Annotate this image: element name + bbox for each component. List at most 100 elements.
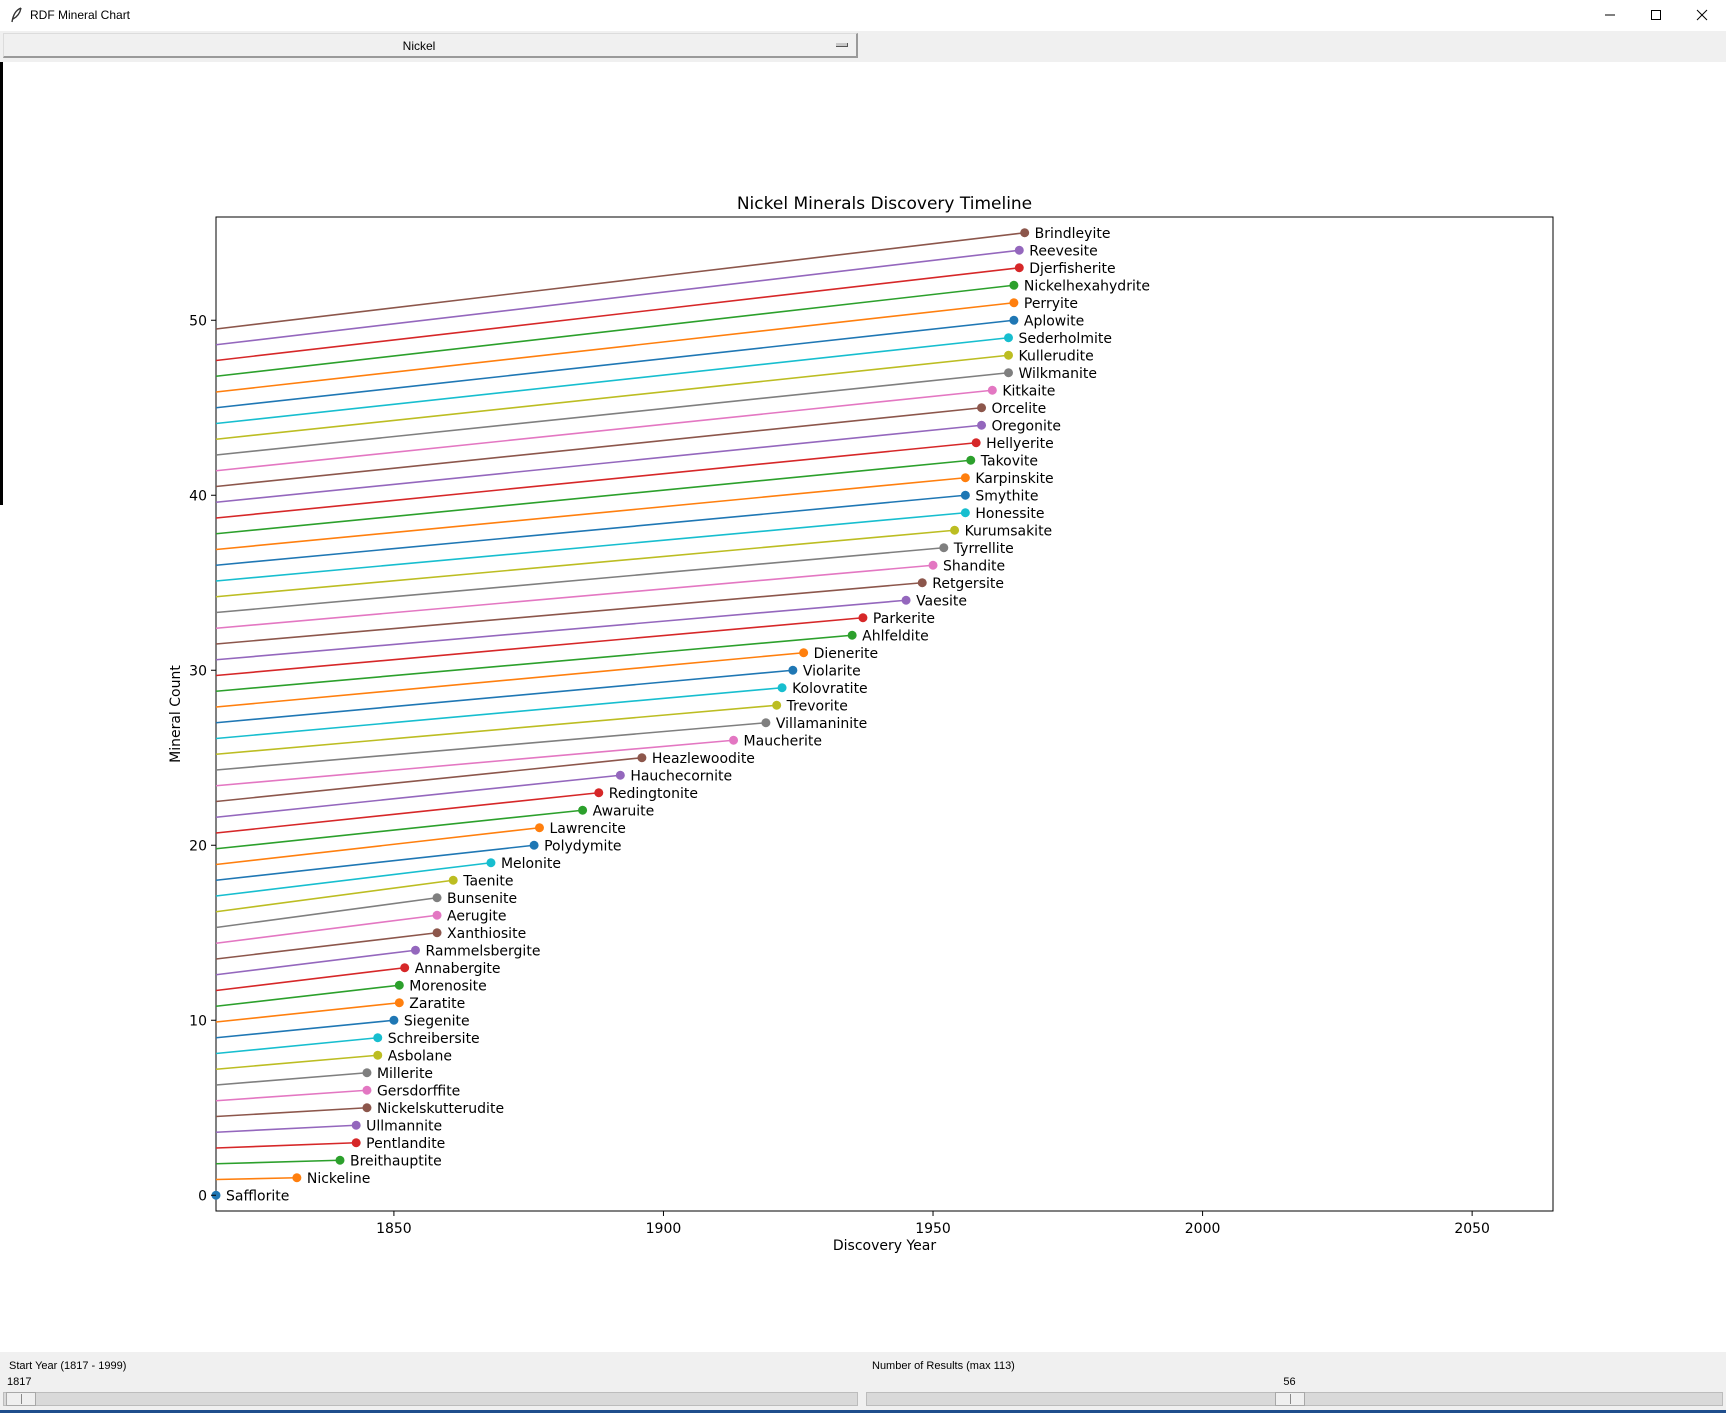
series-line-oregonite — [215, 424, 982, 504]
title-bar: RDF Mineral Chart — [0, 0, 1726, 31]
x-tick-label: 2050 — [1454, 1221, 1490, 1237]
data-point-nickelskutterudite — [362, 1103, 372, 1113]
data-label: Oregonite — [992, 418, 1061, 434]
x-tick-label: 1850 — [376, 1221, 412, 1237]
results-slider[interactable] — [866, 1392, 1723, 1406]
data-point-hauchecornite — [615, 770, 625, 780]
data-label: Awaruite — [593, 803, 655, 819]
minimize-button[interactable] — [1587, 0, 1633, 31]
data-point-hellyerite — [971, 438, 981, 448]
data-point-kurumsakite — [950, 525, 960, 535]
data-label: Bunsenite — [447, 891, 517, 907]
data-label: Morenosite — [409, 978, 486, 994]
data-label: Maucherite — [744, 733, 822, 749]
data-label: Nickelhexahydrite — [1024, 278, 1150, 294]
series-line-pentlandite — [215, 1141, 357, 1149]
data-label: Villamaninite — [776, 716, 867, 732]
data-label: Kullerudite — [1018, 348, 1093, 364]
data-point-kullerudite — [1003, 350, 1013, 360]
data-label: Kurumsakite — [965, 523, 1053, 539]
data-point-ahlfeldite — [847, 630, 857, 640]
data-label: Ullmannite — [366, 1118, 442, 1134]
data-label: Aplowite — [1024, 313, 1084, 329]
data-label: Hellyerite — [986, 436, 1054, 452]
start-year-slider-handle[interactable] — [6, 1392, 36, 1406]
dropdown-indicator-icon — [836, 43, 848, 47]
data-label: Kolovratite — [792, 681, 868, 697]
data-point-dienerite — [799, 648, 809, 658]
data-point-melonite — [486, 858, 496, 868]
data-point-polydymite — [529, 840, 539, 850]
series-line-dienerite — [215, 651, 804, 708]
series-lines — [215, 231, 1025, 1181]
data-label: Takovite — [980, 453, 1038, 469]
maximize-icon — [1651, 10, 1661, 20]
data-label: Djerfisherite — [1029, 261, 1115, 277]
data-point-morenosite — [394, 980, 404, 990]
results-label: Number of Results (max 113) — [872, 1360, 1015, 1372]
data-point-schreibersite — [373, 1033, 383, 1043]
element-select[interactable]: Nickel — [3, 33, 858, 58]
controls-bar: Start Year (1817 - 1999) 1817 Number of … — [0, 1352, 1726, 1413]
data-label: Brindleyite — [1035, 226, 1111, 242]
data-label: Lawrencite — [549, 821, 625, 837]
series-line-breithauptite — [215, 1159, 341, 1165]
data-label: Trevorite — [786, 698, 848, 714]
series-line-sederholmite — [215, 336, 1009, 425]
data-point-wilkmanite — [1003, 368, 1013, 378]
start-year-slider[interactable] — [3, 1392, 858, 1406]
series-line-wilkmanite — [215, 371, 1009, 456]
data-label: Gersdorffite — [377, 1083, 460, 1099]
data-point-violarite — [788, 665, 798, 675]
data-label: Heazlewoodite — [652, 751, 755, 767]
data-point-reevesite — [1014, 245, 1024, 255]
results-slider-handle[interactable] — [1275, 1392, 1306, 1406]
data-point-xanthiosite — [432, 928, 442, 938]
series-line-ullmannite — [215, 1124, 357, 1134]
data-point-pentlandite — [351, 1138, 361, 1148]
data-label: Hauchecornite — [630, 768, 732, 784]
data-point-nickelhexahydrite — [1009, 280, 1019, 290]
y-axis-ticks: 0 10 20 30 40 50 — [189, 313, 216, 1204]
data-label: Sederholmite — [1018, 331, 1111, 347]
data-label: Nickelskutterudite — [377, 1101, 504, 1117]
data-point-vaesite — [901, 595, 911, 605]
series-line-lawrencite — [215, 826, 540, 866]
series-line-djerfisherite — [215, 266, 1020, 362]
data-point-djerfisherite — [1014, 263, 1024, 273]
data-label: Nickeline — [307, 1171, 371, 1187]
data-label: Taenite — [462, 873, 513, 889]
series-line-polydymite — [215, 844, 535, 882]
series-line-hellyerite — [215, 441, 977, 519]
feather-icon — [11, 7, 22, 23]
series-line-kitkaite — [215, 389, 993, 472]
series-points — [211, 228, 1030, 1200]
data-point-sederholmite — [1003, 333, 1013, 343]
data-point-awaruite — [578, 805, 588, 815]
close-button[interactable] — [1679, 0, 1725, 31]
data-label: Xanthiosite — [447, 926, 526, 942]
series-line-millerite — [215, 1071, 368, 1086]
plot-frame — [215, 216, 1554, 1212]
data-label: Pentlandite — [366, 1136, 445, 1152]
data-label: Aerugite — [447, 908, 506, 924]
series-line-gersdorffite — [215, 1089, 368, 1102]
data-label: Annabergite — [415, 961, 501, 977]
point-labels: Safflorite Nickeline BreithauptitePentland… — [226, 226, 1150, 1205]
data-label: Smythite — [975, 488, 1038, 504]
series-line-hauchecornite — [215, 774, 621, 819]
data-point-honessite — [960, 508, 970, 518]
maximize-button[interactable] — [1633, 0, 1679, 31]
data-label: Vaesite — [916, 593, 967, 609]
data-point-shandite — [928, 560, 938, 570]
data-label: Zaratite — [409, 996, 465, 1012]
data-point-trevorite — [772, 700, 782, 710]
close-icon — [1696, 9, 1708, 21]
data-point-gersdorffite — [362, 1085, 372, 1095]
data-label: Asbolane — [388, 1048, 452, 1064]
series-line-schreibersite — [215, 1036, 378, 1055]
element-select-value: Nickel — [402, 39, 436, 53]
x-tick-label: 1950 — [915, 1221, 951, 1237]
data-label: Ahlfeldite — [862, 628, 929, 644]
series-line-redingtonite — [215, 791, 599, 834]
